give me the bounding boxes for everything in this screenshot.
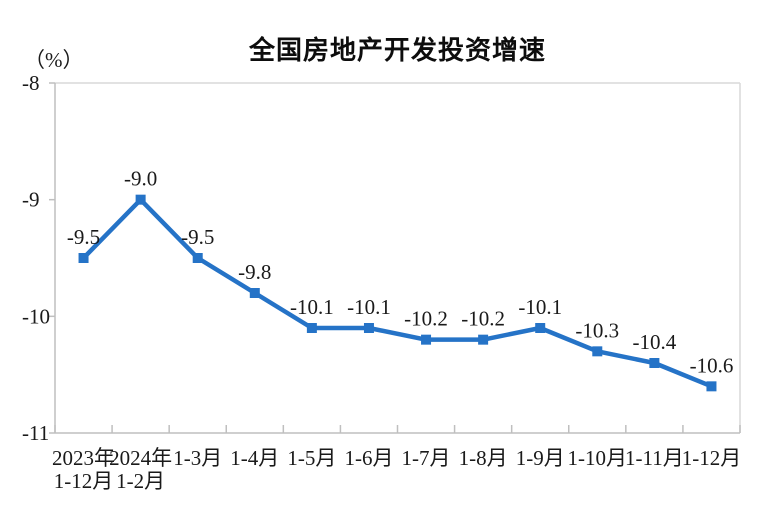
- x-tick-label: 2024年 1-2月: [109, 446, 172, 493]
- y-tick-label: -11: [22, 421, 49, 445]
- x-tick-label: 1-5月: [287, 446, 336, 470]
- data-point-marker: [706, 381, 717, 392]
- data-point-marker: [78, 253, 89, 263]
- x-tick-label: 1-8月: [459, 446, 508, 470]
- data-point-marker: [135, 194, 146, 205]
- x-tick-label: 2023年 1-12月: [52, 446, 115, 493]
- y-tick-label: -8: [22, 71, 40, 95]
- data-point-marker: [535, 323, 546, 333]
- data-point-marker: [249, 288, 260, 298]
- data-point-marker: [592, 346, 603, 357]
- data-point-label: -10.4: [633, 330, 677, 354]
- data-point-label: -10.6: [690, 353, 734, 377]
- x-tick-label: 1-4月: [230, 446, 279, 470]
- data-point-marker: [306, 323, 317, 333]
- data-point-marker: [192, 253, 203, 263]
- x-tick-label: 1-7月: [402, 446, 451, 470]
- data-point-label: -10.2: [404, 307, 448, 331]
- y-tick-label: -9: [22, 188, 40, 212]
- data-point-label: -10.1: [518, 295, 562, 319]
- x-tick-label: 1-12月: [682, 446, 742, 470]
- x-tick-label: 1-3月: [173, 446, 222, 470]
- data-point-label: -9.0: [124, 167, 157, 191]
- y-tick-label: -10: [22, 304, 50, 328]
- data-point-marker: [478, 334, 489, 345]
- data-point-marker: [421, 334, 432, 345]
- data-point-label: -10.1: [347, 295, 391, 319]
- x-tick-label: 1-9月: [516, 446, 565, 470]
- data-point-label: -9.5: [181, 225, 214, 249]
- chart-title: 全国房地产开发投资增速: [248, 35, 546, 65]
- y-axis-unit-label: （%）: [24, 48, 84, 72]
- data-point-label: -9.5: [67, 225, 100, 249]
- x-tick-label: 1-10月: [568, 446, 628, 470]
- data-point-marker: [363, 323, 374, 333]
- data-point-label: -10.2: [461, 307, 505, 331]
- x-tick-label: 1-6月: [344, 446, 393, 470]
- data-point-label: -9.8: [238, 260, 271, 284]
- x-tick-label: 1-11月: [625, 446, 684, 470]
- data-point-label: -10.3: [575, 318, 619, 342]
- series-line: [81, 197, 714, 389]
- data-point-marker: [649, 358, 660, 368]
- data-point-label: -10.1: [290, 295, 334, 319]
